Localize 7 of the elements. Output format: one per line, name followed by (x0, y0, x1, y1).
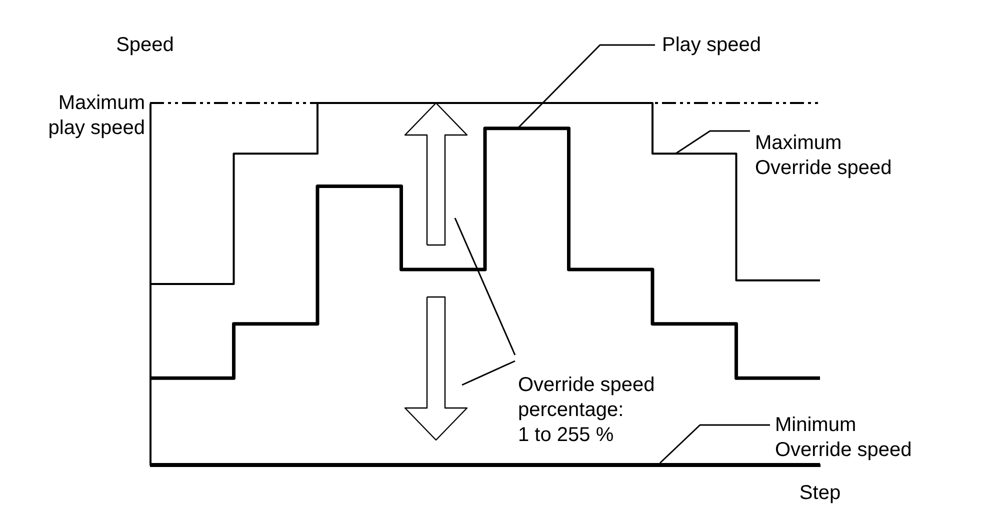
series-label: Minimum Override speed (775, 414, 912, 461)
legend-label: Maximum Override speed (755, 132, 892, 179)
annotation: Override speed percentage: 1 to 255 % (518, 374, 655, 446)
y-axis-title: Speed (116, 34, 174, 56)
ref-line-label: Maximum play speed (48, 92, 145, 139)
text: Play speed (662, 34, 761, 56)
x-axis-title: Step (799, 482, 841, 504)
